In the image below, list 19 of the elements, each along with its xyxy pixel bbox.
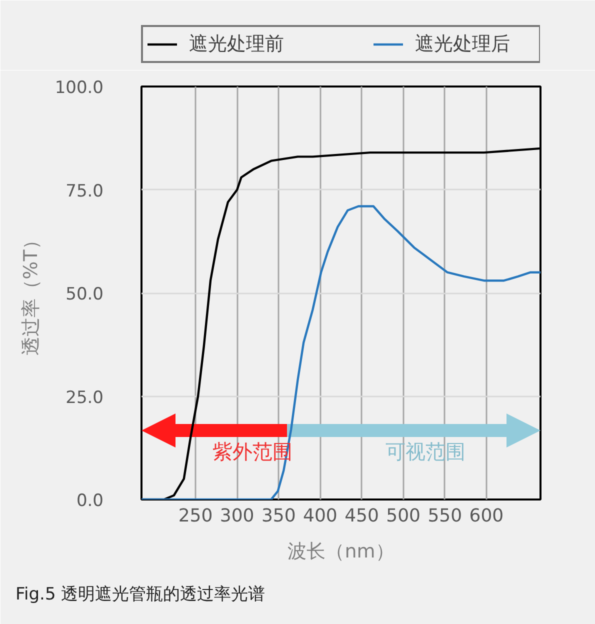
x-tick-label: 500 [386,506,421,526]
x-tick-label: 450 [344,506,379,526]
y-axis-title: 透过率（%T） [20,230,42,356]
x-tick-label: 350 [261,506,296,526]
legend-label: 遮光处理前 [189,32,285,57]
y-tick-label: 100.0 [54,78,104,98]
y-tick-label: 50.0 [66,284,104,304]
x-tick-label: 400 [303,506,338,526]
caption: Fig.5 透明遮光管瓶的透过率光谱 [16,584,266,604]
legend-label: 遮光处理后 [415,32,511,57]
y-tick-label: 75.0 [66,181,104,202]
x-tick-label: 300 [220,506,254,526]
x-axis-title: 波长（nm） [288,540,394,562]
x-tick-label: 250 [178,506,213,526]
y-tick-label: 25.0 [66,388,104,408]
y-tick-label: 0.0 [76,491,104,511]
line-series [142,205,540,500]
x-tick-label: 550 [428,506,462,526]
x-tick-label: 600 [469,506,504,526]
